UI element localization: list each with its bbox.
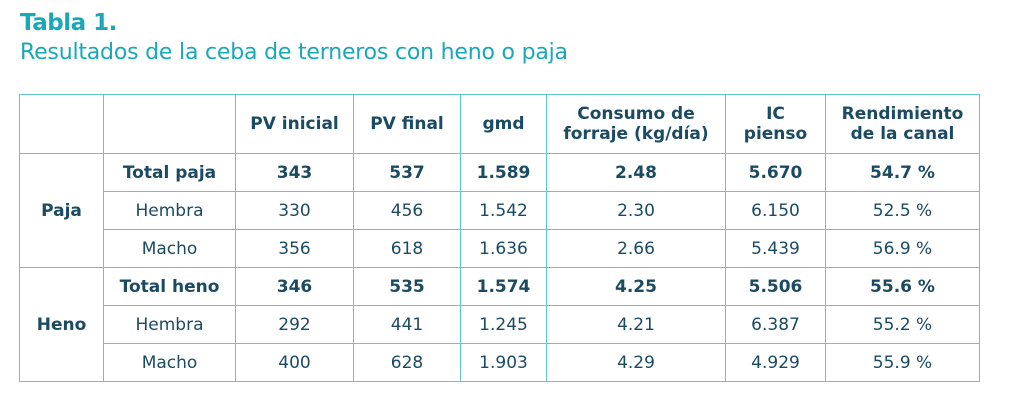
cell-pv-inicial: 356 bbox=[235, 229, 354, 268]
cell-ic-pienso: 6.150 bbox=[725, 191, 826, 230]
header-consumo-line2: forraje (kg/día) bbox=[563, 124, 709, 144]
cell-pv-final: 441 bbox=[353, 305, 461, 344]
cell-pv-inicial: 400 bbox=[235, 343, 354, 382]
cell-ic-pienso: 4.929 bbox=[725, 343, 826, 382]
cell-consumo: 2.66 bbox=[546, 229, 726, 268]
cell-gmd: 1.903 bbox=[460, 343, 547, 382]
table-title: Tabla 1. bbox=[20, 10, 117, 36]
cell-pv-final: 618 bbox=[353, 229, 461, 268]
cell-pv-final: 537 bbox=[353, 153, 461, 192]
table-row: Heno Total heno 346 535 1.574 4.25 5.506… bbox=[19, 267, 980, 382]
cell-ic-pienso: 6.387 bbox=[725, 305, 826, 344]
cell-consumo: 2.48 bbox=[546, 153, 726, 192]
cell-pv-inicial: 330 bbox=[235, 191, 354, 230]
cell-pv-final: 456 bbox=[353, 191, 461, 230]
group-label-paja: Paja bbox=[19, 153, 104, 268]
header-consumo-line1: Consumo de bbox=[577, 104, 695, 124]
cell-gmd: 1.636 bbox=[460, 229, 547, 268]
table-row: Paja Total paja 343 537 1.589 2.48 5.670… bbox=[19, 153, 980, 268]
cell-rendimiento: 55.6 % bbox=[825, 267, 980, 306]
cell-rendimiento: 55.9 % bbox=[825, 343, 980, 382]
cell-ic-pienso: 5.439 bbox=[725, 229, 826, 268]
cell-pv-final: 628 bbox=[353, 343, 461, 382]
cell-consumo: 4.21 bbox=[546, 305, 726, 344]
cell-pv-inicial: 292 bbox=[235, 305, 354, 344]
cell-rendimiento: 52.5 % bbox=[825, 191, 980, 230]
row-label: Total paja bbox=[103, 153, 236, 192]
header-row: PV inicial PV final gmd Consumo de forra… bbox=[19, 94, 980, 154]
header-gmd: gmd bbox=[460, 94, 547, 154]
cell-pv-inicial: 346 bbox=[235, 267, 354, 306]
header-ic-line2: pienso bbox=[743, 124, 808, 144]
header-ic-line1: IC bbox=[766, 104, 785, 124]
group-label-heno: Heno bbox=[19, 267, 104, 382]
header-consumo-forraje: Consumo de forraje (kg/día) bbox=[546, 94, 726, 154]
cell-ic-pienso: 5.670 bbox=[725, 153, 826, 192]
cell-gmd: 1.589 bbox=[460, 153, 547, 192]
table-row: Hembra 292 441 1.245 4.21 6.387 55.2 % bbox=[20, 305, 980, 344]
results-table: PV inicial PV final gmd Consumo de forra… bbox=[19, 94, 980, 382]
header-rendimiento: Rendimiento de la canal bbox=[825, 94, 980, 154]
table-row: Macho 356 618 1.636 2.66 5.439 56.9 % bbox=[20, 229, 980, 268]
header-empty-group bbox=[19, 94, 104, 154]
cell-rendimiento: 56.9 % bbox=[825, 229, 980, 268]
row-label: Total heno bbox=[103, 267, 236, 306]
cell-consumo: 4.29 bbox=[546, 343, 726, 382]
table-subtitle: Resultados de la ceba de terneros con he… bbox=[20, 40, 568, 65]
cell-pv-inicial: 343 bbox=[235, 153, 354, 192]
cell-rendimiento: 55.2 % bbox=[825, 305, 980, 344]
cell-pv-final: 535 bbox=[353, 267, 461, 306]
header-rendimiento-line2: de la canal bbox=[850, 124, 955, 144]
row-label: Macho bbox=[103, 229, 236, 268]
header-pv-final: PV final bbox=[353, 94, 461, 154]
header-ic-pienso: IC pienso bbox=[725, 94, 826, 154]
cell-gmd: 1.542 bbox=[460, 191, 547, 230]
cell-consumo: 2.30 bbox=[546, 191, 726, 230]
cell-consumo: 4.25 bbox=[546, 267, 726, 306]
header-pv-inicial: PV inicial bbox=[235, 94, 354, 154]
table-row: Macho 400 628 1.903 4.29 4.929 55.9 % bbox=[20, 343, 980, 382]
row-label: Hembra bbox=[103, 191, 236, 230]
cell-rendimiento: 54.7 % bbox=[825, 153, 980, 192]
cell-gmd: 1.245 bbox=[460, 305, 547, 344]
header-empty-label bbox=[103, 94, 236, 154]
header-rendimiento-line1: Rendimiento bbox=[841, 104, 964, 124]
table-row: Hembra 330 456 1.542 2.30 6.150 52.5 % bbox=[20, 191, 980, 230]
cell-gmd: 1.574 bbox=[460, 267, 547, 306]
row-label: Hembra bbox=[103, 305, 236, 344]
row-label: Macho bbox=[103, 343, 236, 382]
cell-ic-pienso: 5.506 bbox=[725, 267, 826, 306]
